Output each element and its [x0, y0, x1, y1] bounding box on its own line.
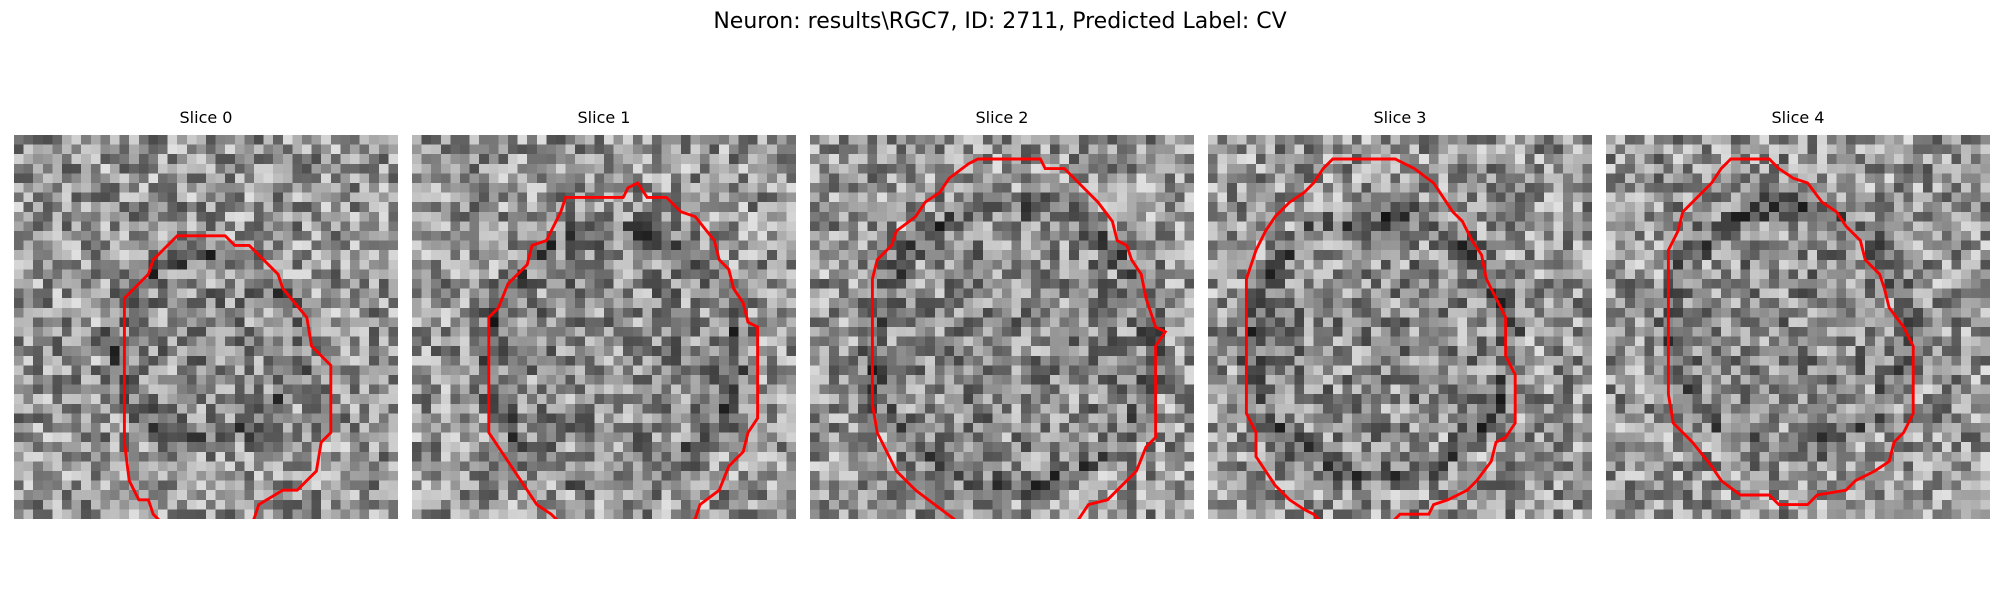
- cell-contour: [870, 157, 1168, 519]
- slice-title: Slice 4: [1771, 108, 1825, 127]
- slice-image: [14, 135, 398, 519]
- grayscale-pixel-grid: [14, 135, 398, 519]
- cell-contour: [1666, 157, 1915, 507]
- slice-image: [1208, 135, 1592, 519]
- slice-image: [412, 135, 796, 519]
- cell-contour: [1244, 157, 1517, 519]
- slice-title: Slice 1: [577, 108, 631, 127]
- slice-image: [810, 135, 1194, 519]
- slice-title: Slice 2: [975, 108, 1029, 127]
- slice-panel-1: Slice 1: [412, 108, 796, 519]
- grayscale-pixel-grid: [412, 135, 796, 519]
- slice-panel-3: Slice 3: [1208, 108, 1592, 519]
- slice-title: Slice 3: [1373, 108, 1427, 127]
- slice-panel-0: Slice 0: [14, 108, 398, 519]
- figure-title: Neuron: results\RGC7, ID: 2711, Predicte…: [713, 9, 1287, 34]
- cell-contour: [487, 181, 760, 519]
- grayscale-pixel-grid: [1606, 135, 1990, 519]
- slice-panel-2: Slice 2: [810, 108, 1194, 519]
- slice-title: Slice 0: [179, 108, 233, 127]
- cell-contour: [122, 234, 333, 519]
- slice-image: [1606, 135, 1990, 519]
- grayscale-pixel-grid: [1208, 135, 1592, 519]
- grayscale-pixel-grid: [810, 135, 1194, 519]
- slice-panel-4: Slice 4: [1606, 108, 1990, 519]
